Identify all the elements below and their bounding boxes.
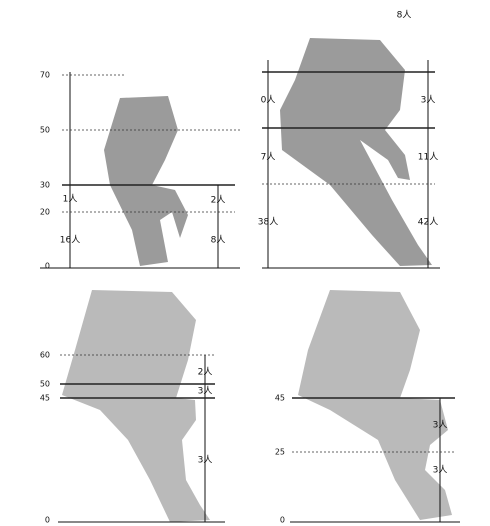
tick-label: 0: [280, 516, 285, 525]
count-label: 2人: [198, 367, 213, 378]
count-label: 11人: [418, 152, 438, 163]
tick-label: 30: [40, 181, 50, 190]
count-label: 2人: [211, 195, 226, 206]
tick-label: 60: [40, 351, 50, 360]
figure: 70 50 30 20 0 1人 16人 2人 8人 8人 0人 7人 38人 …: [0, 0, 490, 526]
count-label: 7人: [261, 152, 276, 163]
count-label: 42人: [418, 217, 438, 228]
group-label: 8人: [397, 10, 412, 21]
tick-label: 50: [40, 126, 50, 135]
count-label: 1人: [63, 194, 78, 205]
count-label: 0人: [261, 95, 276, 106]
tick-label: 25: [275, 448, 285, 457]
count-label: 3人: [433, 465, 448, 476]
leg-silhouette: [298, 290, 452, 520]
count-label: 16人: [60, 235, 80, 246]
leg-silhouette: [104, 96, 188, 266]
tick-label: 50: [40, 380, 50, 389]
count-label: 3人: [198, 386, 213, 397]
count-label: 8人: [211, 235, 226, 246]
count-label: 3人: [433, 420, 448, 431]
count-label: 3人: [421, 95, 436, 106]
count-label: 3人: [198, 455, 213, 466]
count-label: 38人: [258, 217, 278, 228]
tick-label: 20: [40, 208, 50, 217]
tick-label: 45: [275, 394, 285, 403]
tick-label: 0: [45, 516, 50, 525]
tick-label: 45: [40, 394, 50, 403]
tick-label: 70: [40, 71, 50, 80]
tick-label: 0: [45, 262, 50, 271]
leg-silhouette: [62, 290, 210, 522]
